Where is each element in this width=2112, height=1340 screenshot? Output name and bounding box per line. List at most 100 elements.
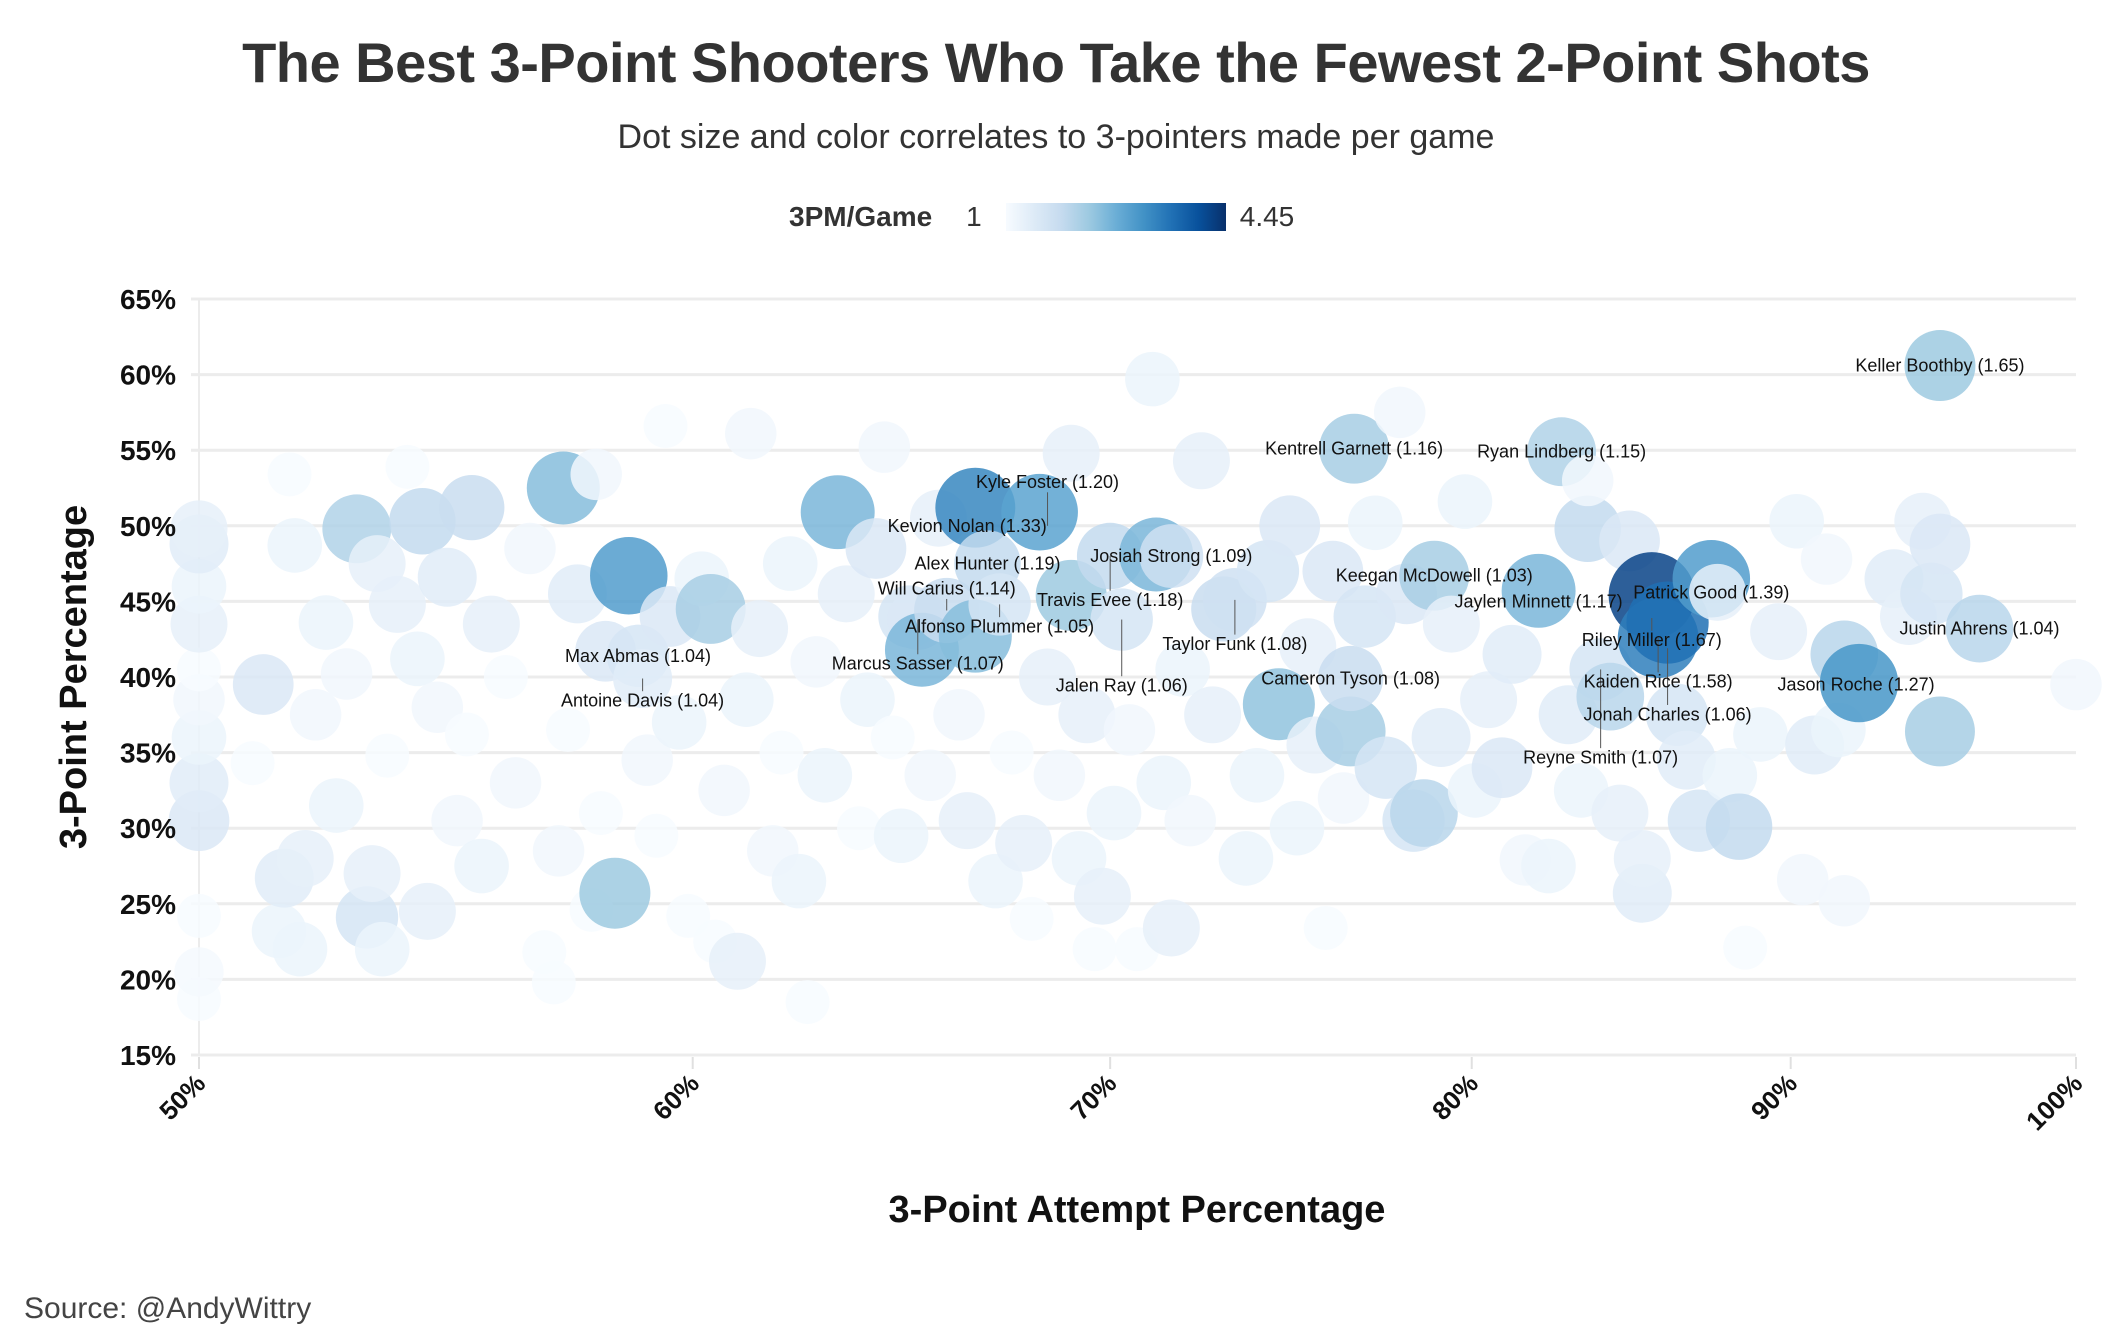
data-point [1422, 595, 1480, 653]
data-point [817, 565, 875, 623]
data-point [1236, 539, 1300, 603]
data-point [1259, 495, 1321, 557]
point-label: Jonah Charles (1.06) [1584, 704, 1752, 724]
data-point [1058, 686, 1116, 744]
point-label: Josiah Strong (1.09) [1090, 546, 1252, 566]
data-point [1689, 563, 1746, 621]
data-point [1073, 867, 1131, 925]
data-point [634, 813, 679, 858]
x-tick-label: 80% [1426, 1068, 1484, 1126]
x-axis-title: 3-Point Attempt Percentage [889, 1189, 1386, 1231]
point-label: Kentrell Garnett (1.16) [1265, 439, 1443, 459]
data-point [171, 558, 227, 614]
data-point [531, 960, 576, 1005]
data-point [483, 655, 528, 699]
data-point [504, 522, 556, 575]
legend-color-ramp [1005, 203, 1226, 231]
x-tick-label: 60% [647, 1068, 705, 1126]
point-label: Keller Boothby (1.65) [1855, 356, 2024, 376]
data-point [171, 710, 227, 765]
point-label: Taylor Funk (1.08) [1162, 634, 1307, 654]
data-point [170, 595, 228, 653]
point-label: Alfonso Plummer (1.05) [905, 616, 1094, 636]
y-tick-label: 50% [120, 511, 176, 542]
chart-title: The Best 3-Point Shooters Who Take the F… [242, 31, 1870, 94]
data-point [1033, 749, 1086, 802]
data-point [1139, 524, 1204, 588]
point-label: Patrick Good (1.39) [1633, 582, 1789, 602]
data-point [845, 518, 907, 579]
data-point [570, 448, 622, 501]
data-point [230, 741, 275, 786]
point-label: Keegan McDowell (1.03) [1336, 566, 1533, 586]
data-point [1142, 899, 1200, 957]
data-point [454, 838, 509, 894]
data-point [1303, 905, 1348, 950]
data-point [1086, 785, 1142, 841]
y-axis-title: 3-Point Percentage [53, 505, 95, 849]
data-point [1302, 540, 1364, 602]
data-point [1317, 772, 1370, 824]
y-tick-label: 40% [120, 662, 176, 693]
data-point [797, 747, 853, 803]
data-point [276, 829, 334, 887]
point-label: Jalen Ray (1.06) [1056, 676, 1188, 696]
data-point [272, 921, 328, 977]
y-tick-label: 15% [120, 1040, 176, 1071]
point-label: Kevion Nolan (1.33) [888, 516, 1047, 536]
point-label: Antoine Davis (1.04) [561, 691, 724, 711]
data-point [177, 893, 221, 938]
label-leader-lines [642, 492, 1669, 749]
data-point [1042, 424, 1100, 482]
point-annotations: Keller Boothby (1.65) Kentrell Garnett (1… [561, 356, 2060, 768]
y-tick-label: 20% [120, 964, 176, 995]
y-tick-label: 25% [120, 889, 176, 920]
data-point [1800, 533, 1853, 585]
data-point [771, 853, 827, 909]
data-point [320, 648, 373, 700]
data-point [1656, 730, 1716, 790]
source-credit: Source: @AndyWittry [24, 1292, 312, 1325]
data-point [1411, 707, 1471, 767]
y-tick-label: 30% [120, 813, 176, 844]
data-point [298, 595, 354, 650]
data-point [267, 452, 312, 497]
point-label: Jaylen Minnett (1.17) [1455, 591, 1623, 611]
y-tick-label: 60% [120, 360, 176, 391]
data-point [840, 672, 895, 727]
data-point [232, 654, 294, 715]
point-label: Justin Ahrens (1.04) [1899, 619, 2059, 639]
data-point [1437, 474, 1493, 529]
data-point [1576, 662, 1645, 731]
data-point [1318, 645, 1384, 712]
data-point [1501, 553, 1576, 628]
data-point [1172, 432, 1230, 490]
data-point [365, 733, 410, 778]
data-point [708, 932, 766, 990]
data-point [725, 407, 777, 460]
data-point [1136, 755, 1192, 811]
point-label: Max Abmas (1.04) [565, 646, 711, 666]
data-point [1900, 562, 1963, 626]
data-point [169, 753, 229, 813]
data-point [651, 695, 707, 750]
data-point [904, 749, 956, 802]
data-point [267, 518, 323, 573]
data-point [1354, 736, 1417, 799]
data-point [858, 421, 911, 473]
data-point [989, 730, 1034, 775]
data-point [1471, 737, 1533, 799]
data-point [579, 857, 651, 929]
point-label: Travis Evee (1.18) [1037, 590, 1183, 610]
data-point [174, 947, 224, 997]
data-point [308, 778, 364, 833]
data-point [1818, 875, 1871, 927]
data-point [935, 467, 1016, 548]
data-point [1269, 800, 1325, 856]
data-point [1319, 413, 1390, 484]
data-point [790, 636, 842, 688]
point-label: Kyle Foster (1.20) [976, 472, 1119, 492]
data-point [933, 689, 985, 741]
data-point [489, 757, 542, 809]
